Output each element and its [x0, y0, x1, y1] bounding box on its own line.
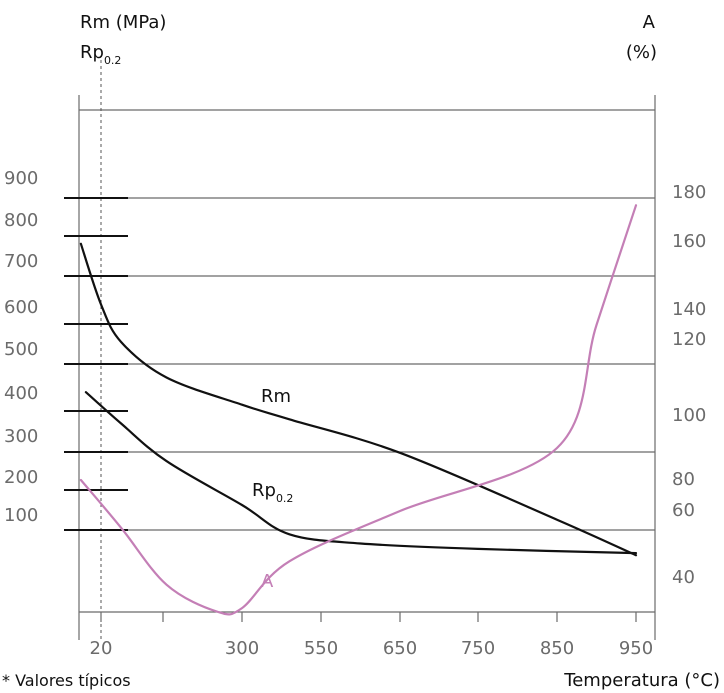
right-tick-label-120: 120	[672, 329, 706, 350]
grid	[78, 60, 656, 640]
left-axis-title-rp: Rp0.2	[80, 42, 121, 67]
series-label-a: A	[261, 571, 274, 592]
x-tick-label-550: 550	[304, 638, 338, 659]
x-tick-label-950: 950	[619, 638, 653, 659]
left-tick-label-500: 500	[4, 339, 38, 360]
right-tick-label-100: 100	[672, 405, 706, 426]
ticks: 20 300 550 650 750 850 950 900 800 700 600 500 400 30…	[4, 168, 706, 659]
left-tick-label-700: 700	[4, 251, 38, 272]
series-label-rp: Rp0.2	[252, 480, 293, 505]
series-label-rm: Rm	[261, 386, 291, 407]
left-tick-label-200: 200	[4, 467, 38, 488]
left-tick-label-100: 100	[4, 505, 38, 526]
x-axis-title: Temperatura (°C)	[563, 670, 720, 691]
left-tick-label-600: 600	[4, 297, 38, 318]
series-line-a	[79, 204, 638, 616]
footnote: * Valores típicos	[2, 671, 131, 690]
left-tick-label-400: 400	[4, 383, 38, 404]
right-tick-label-80: 80	[672, 469, 695, 490]
series-line-rp	[84, 391, 638, 555]
right-axis-title: A	[643, 12, 656, 33]
series-layer: Rm Rp0.2 A	[79, 204, 638, 616]
right-tick-label-40: 40	[672, 567, 695, 588]
x-tick-label-850: 850	[540, 638, 574, 659]
x-tick-label-300: 300	[225, 638, 259, 659]
right-tick-label-160: 160	[672, 231, 706, 252]
x-tick-label-650: 650	[383, 638, 417, 659]
right-axis-title-unit: (%)	[626, 42, 657, 63]
right-tick-label-140: 140	[672, 299, 706, 320]
left-axis-title: Rm (MPa)	[80, 12, 166, 33]
left-tick-label-300: 300	[4, 426, 38, 447]
left-tick-label-900: 900	[4, 168, 38, 189]
right-tick-label-180: 180	[672, 182, 706, 203]
series-line-rm	[79, 242, 638, 557]
x-tick-label-20: 20	[90, 638, 113, 659]
right-tick-label-60: 60	[672, 500, 695, 521]
x-tick-label-750: 750	[461, 638, 495, 659]
left-tick-label-800: 800	[4, 210, 38, 231]
